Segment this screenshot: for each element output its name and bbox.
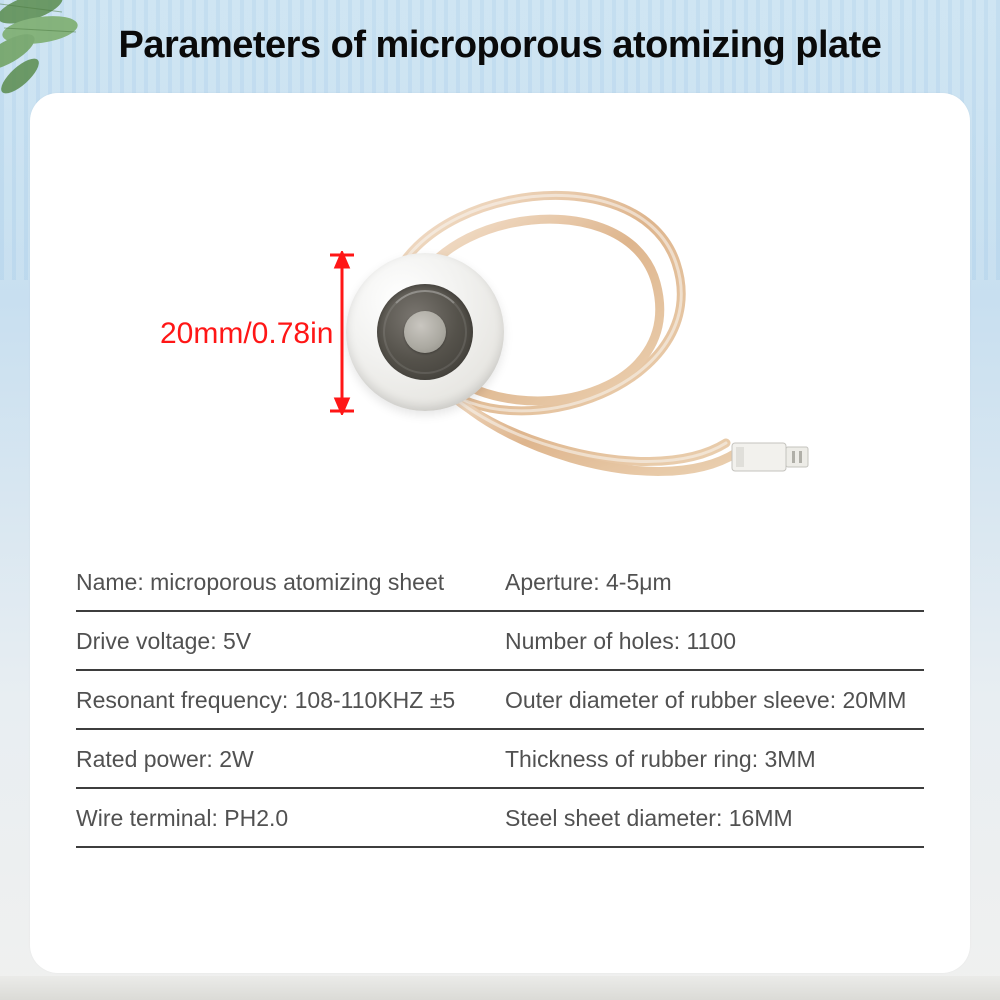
bottom-band — [0, 976, 1000, 1000]
spec-cell: Rated power: 2W — [76, 746, 495, 773]
spec-cell: Thickness of rubber ring: 3MM — [495, 746, 924, 773]
spec-cell: Drive voltage: 5V — [76, 628, 495, 655]
spec-cell: Resonant frequency: 108-110KHZ ±5 — [76, 687, 495, 714]
product-diagram: 20mm/0.78in — [76, 123, 924, 523]
table-row: Drive voltage: 5V Number of holes: 1100 — [76, 612, 924, 671]
spec-cell: Steel sheet diameter: 16MM — [495, 805, 924, 832]
spec-cell: Wire terminal: PH2.0 — [76, 805, 495, 832]
disc-outer-ring — [346, 253, 504, 411]
wire-connector — [726, 433, 812, 481]
dimension-label: 20mm/0.78in — [160, 317, 333, 351]
spec-card: 20mm/0.78in Name: microporous atomizing … — [30, 93, 970, 973]
table-row: Resonant frequency: 108-110KHZ ±5 Outer … — [76, 671, 924, 730]
spec-cell: Name: microporous atomizing sheet — [76, 569, 495, 596]
table-row: Wire terminal: PH2.0 Steel sheet diamete… — [76, 789, 924, 848]
atomizing-disc — [346, 253, 504, 411]
spec-table: Name: microporous atomizing sheet Apertu… — [76, 553, 924, 848]
spec-cell: Outer diameter of rubber sleeve: 20MM — [495, 687, 924, 714]
table-row: Name: microporous atomizing sheet Apertu… — [76, 553, 924, 612]
dimension-bracket — [330, 251, 354, 415]
disc-inner-ring — [377, 284, 473, 380]
table-row: Rated power: 2W Thickness of rubber ring… — [76, 730, 924, 789]
spec-cell: Number of holes: 1100 — [495, 628, 924, 655]
spec-cell: Aperture: 4-5μm — [495, 569, 924, 596]
page-title: Parameters of microporous atomizing plat… — [0, 0, 1000, 67]
disc-center-mesh — [404, 311, 446, 353]
